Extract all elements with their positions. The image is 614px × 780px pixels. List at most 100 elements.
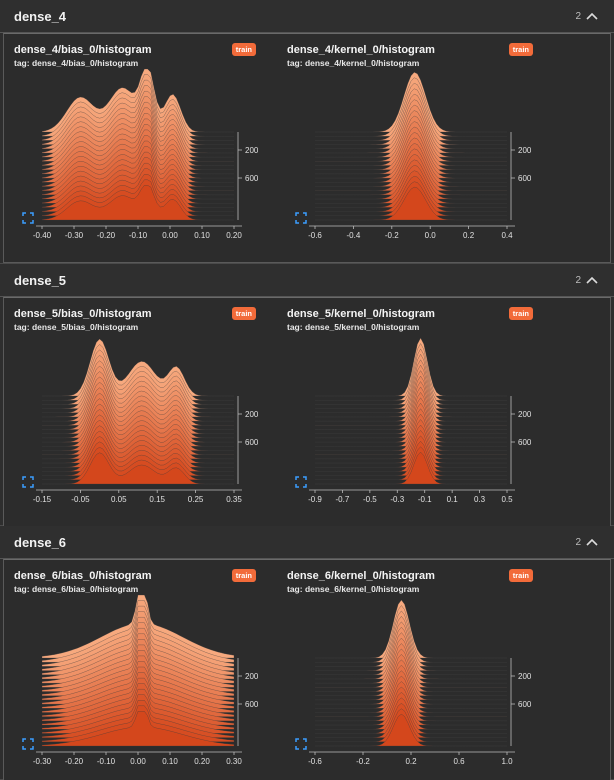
card-tag: tag: dense_6/bias_0/histogram <box>14 584 139 594</box>
histogram-plot[interactable]: 200 600 -0.40 -0.30 -0.20 -0.10 0.00 0.10 0.20 <box>14 68 259 242</box>
x-tick-label: -0.6 <box>308 231 322 240</box>
run-badge: train <box>231 307 256 320</box>
histogram-ridge <box>315 186 507 221</box>
run-badge: train <box>508 307 533 320</box>
section-title: dense_5 <box>14 272 67 288</box>
x-tick-label: -0.15 <box>33 495 52 504</box>
histogram-card: dense_5/kernel_0/histogram tag: dense_5/k… <box>287 298 555 526</box>
section-count[interactable]: 2 <box>575 11 598 22</box>
y-tick-label: 600 <box>245 700 259 709</box>
x-tick-label: 0.20 <box>226 231 242 240</box>
y-tick-label: 200 <box>245 146 259 155</box>
histogram-ridge <box>315 713 507 747</box>
histogram-ridge <box>314 686 508 726</box>
y-tick-label: 600 <box>518 700 532 709</box>
chevron-up-icon[interactable] <box>586 276 598 284</box>
section-count[interactable]: 2 <box>575 537 598 548</box>
x-tick-label: -0.20 <box>97 231 116 240</box>
run-badge: train <box>508 569 533 582</box>
y-tick-label: 600 <box>245 174 259 183</box>
x-tick-label: 0.5 <box>501 495 513 504</box>
expand-icon[interactable] <box>22 738 34 750</box>
histogram-ridge <box>314 697 508 734</box>
x-tick-label: 0.3 <box>474 495 486 504</box>
histogram-ridge <box>314 692 508 730</box>
section-title: dense_6 <box>14 534 67 550</box>
x-tick-label: -0.3 <box>390 495 404 504</box>
x-tick-label: 1.0 <box>501 757 513 766</box>
x-tick-label: -0.1 <box>418 495 432 504</box>
y-tick-label: 600 <box>518 438 532 447</box>
x-tick-label: -0.30 <box>33 757 52 766</box>
x-tick-label: 0.30 <box>226 757 242 766</box>
chevron-up-icon[interactable] <box>586 12 598 20</box>
expand-icon[interactable] <box>22 476 34 488</box>
x-tick-label: -0.2 <box>385 231 399 240</box>
histogram-plot[interactable]: 200 600 -0.6 -0.4 -0.2 0.0 0.2 0.4 <box>287 71 532 242</box>
y-tick-label: 600 <box>245 438 259 447</box>
histogram-card: dense_5/bias_0/histogram tag: dense_5/bia… <box>14 298 282 526</box>
histogram-ridge <box>41 711 235 747</box>
histogram-ridge <box>314 681 508 722</box>
card-tag: tag: dense_5/kernel_0/histogram <box>287 322 420 332</box>
card-tag: tag: dense_5/bias_0/histogram <box>14 322 139 332</box>
histogram-ridge <box>314 621 508 676</box>
section-body: dense_6/bias_0/histogram tag: dense_6/bia… <box>3 559 611 780</box>
card-title: dense_5/kernel_0/histogram <box>287 308 435 320</box>
x-tick-label: -0.10 <box>129 231 148 240</box>
y-tick-label: 200 <box>518 672 532 681</box>
expand-icon[interactable] <box>295 738 307 750</box>
card-tag: tag: dense_4/kernel_0/histogram <box>287 58 420 68</box>
x-tick-label: 0.2 <box>405 757 417 766</box>
x-tick-label: -0.30 <box>65 231 84 240</box>
x-tick-label: -0.9 <box>308 495 322 504</box>
card-title: dense_5/bias_0/histogram <box>14 308 152 320</box>
histogram-plot[interactable]: 200 600 -0.15 -0.05 0.05 0.15 0.25 0.35 <box>14 336 259 506</box>
expand-icon[interactable] <box>295 476 307 488</box>
expand-icon[interactable] <box>295 212 307 224</box>
run-badge: train <box>508 43 533 56</box>
histogram-ridge <box>314 670 508 713</box>
card-count: 2 <box>575 536 581 548</box>
section-header[interactable]: dense_6 2 <box>0 526 614 559</box>
y-tick-label: 200 <box>518 410 532 419</box>
card-title: dense_4/bias_0/histogram <box>14 44 152 56</box>
histogram-card: dense_6/kernel_0/histogram tag: dense_6/k… <box>287 560 555 780</box>
histogram-card: dense_4/kernel_0/histogram tag: dense_4/k… <box>287 34 555 262</box>
card-title: dense_4/kernel_0/histogram <box>287 44 435 56</box>
section-count[interactable]: 2 <box>575 275 598 286</box>
x-tick-label: 0.6 <box>453 757 465 766</box>
section-body: dense_4/bias_0/histogram tag: dense_4/bia… <box>3 33 611 263</box>
x-tick-label: -0.6 <box>308 757 322 766</box>
x-tick-label: 0.2 <box>463 231 475 240</box>
expand-icon[interactable] <box>22 212 34 224</box>
section-header[interactable]: dense_5 2 <box>0 264 614 297</box>
section-dense_6: dense_6 2 dense_6/bias_0/histogram tag: den… <box>0 526 614 780</box>
x-tick-label: 0.35 <box>226 495 242 504</box>
chevron-up-icon[interactable] <box>586 538 598 546</box>
histogram-plot[interactable]: 200 600 -0.6 -0.2 0.2 0.6 1.0 <box>287 598 532 768</box>
section-dense_5: dense_5 2 dense_5/bias_0/histogram tag: den… <box>0 264 614 527</box>
x-tick-label: 0.00 <box>162 231 178 240</box>
histogram-plot[interactable]: 200 600 -0.9 -0.7 -0.5 -0.3 -0.1 0.1 0.3 0.5 <box>287 336 532 506</box>
histogram-ridge <box>314 626 508 680</box>
histogram-ridge <box>41 185 234 221</box>
x-tick-label: -0.10 <box>97 757 116 766</box>
x-tick-label: 0.05 <box>111 495 127 504</box>
x-tick-label: -0.4 <box>347 231 361 240</box>
y-tick-label: 200 <box>518 146 532 155</box>
histogram-ridge <box>314 675 508 717</box>
x-tick-label: -0.05 <box>71 495 90 504</box>
x-tick-label: 0.25 <box>188 495 204 504</box>
x-tick-label: -0.20 <box>65 757 84 766</box>
y-tick-label: 200 <box>245 672 259 681</box>
x-tick-label: 0.00 <box>130 757 146 766</box>
x-tick-label: 0.1 <box>447 495 459 504</box>
section-title: dense_4 <box>14 8 67 24</box>
histogram-ridge <box>314 643 508 692</box>
x-tick-label: 0.15 <box>149 495 165 504</box>
card-count: 2 <box>575 10 581 22</box>
histogram-plot[interactable]: 200 600 -0.30 -0.20 -0.10 0.00 0.10 0.20 0.30 <box>14 594 259 768</box>
section-header[interactable]: dense_4 2 <box>0 0 614 33</box>
